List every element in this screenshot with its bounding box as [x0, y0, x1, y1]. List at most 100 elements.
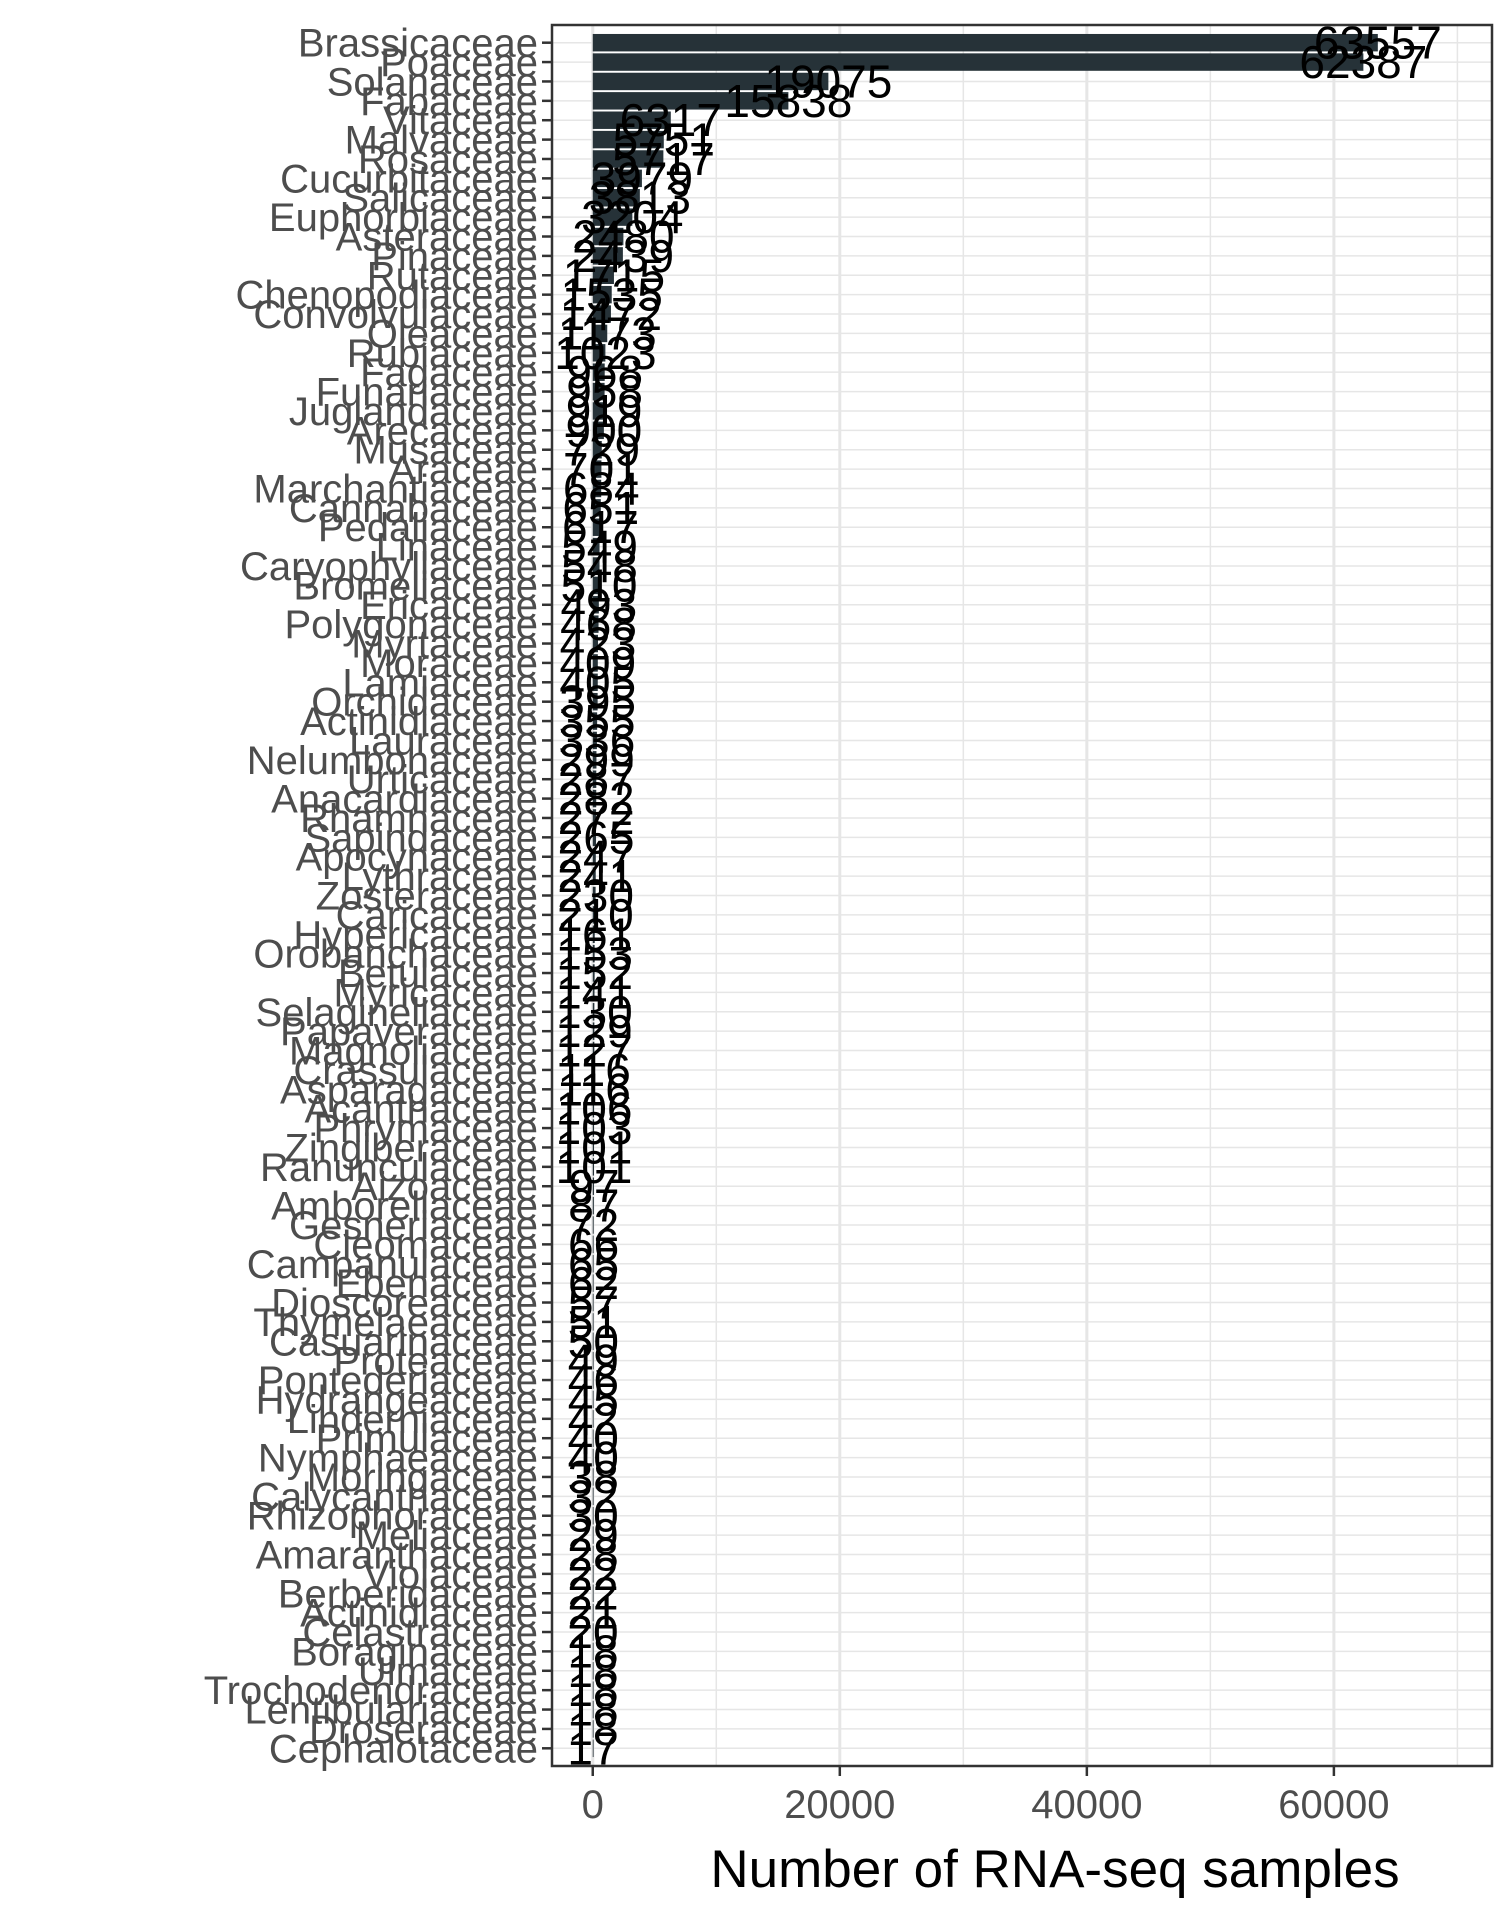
bar [592, 53, 1364, 71]
data-label: 6317 [620, 94, 722, 146]
data-label: 30 [568, 1490, 619, 1542]
y-tick-label: Lythraceae [342, 855, 538, 899]
bar [592, 1061, 595, 1079]
y-tick-label: Poaceae [380, 41, 538, 85]
data-label: 549 [561, 521, 638, 573]
bar [592, 479, 602, 498]
y-tick-label: Solanaceae [327, 60, 538, 104]
data-label: 49 [568, 1335, 619, 1387]
x-tick-label: 0 [582, 1783, 604, 1827]
data-label: 40 [568, 1432, 619, 1484]
bar [592, 964, 595, 982]
bar [592, 1507, 594, 1525]
y-tick-label: Meliaceae [356, 1514, 538, 1558]
bar [592, 324, 608, 343]
bar [592, 1429, 594, 1447]
bar [592, 770, 597, 788]
bar [592, 809, 597, 827]
value-axis: 0 20000 40000 60000 [582, 1766, 1390, 1827]
bar [592, 1041, 595, 1060]
y-tick-label: Campanulaceae [247, 1243, 538, 1287]
bar [592, 189, 640, 207]
bar [592, 576, 600, 595]
bar [592, 1584, 594, 1602]
bar [592, 1642, 594, 1661]
y-tick-label: Moraceae [360, 642, 538, 686]
y-tick-label: Calycanthaceae [251, 1475, 538, 1519]
data-label: 355 [559, 695, 636, 747]
y-tick-label: Zosteraceae [316, 875, 538, 919]
data-label: 548 [561, 540, 638, 592]
bar [592, 1119, 595, 1137]
y-tick-label: Dioscoreaceae [271, 1282, 538, 1326]
y-tick-label: Cleomaceae [313, 1223, 538, 1267]
data-label: 65 [568, 1238, 619, 1290]
data-label: 510 [561, 559, 638, 611]
data-label: 20 [567, 1606, 618, 1658]
bar [592, 344, 606, 362]
y-tick-label: Celastraceae [302, 1611, 538, 1655]
bar [592, 1681, 594, 1699]
y-tick-label: Proteaceae [333, 1340, 538, 1384]
data-label: 1173 [558, 307, 657, 359]
gridlines [552, 25, 1492, 1766]
data-label: 62 [568, 1257, 619, 1309]
bar [592, 615, 599, 633]
data-label: 701 [563, 443, 640, 495]
data-label: 72 [568, 1199, 619, 1251]
bar [592, 363, 605, 381]
bar [592, 867, 596, 885]
data-label: 28 [568, 1528, 619, 1580]
data-label: 684 [563, 462, 640, 514]
y-tick-label: Papaveraceae [280, 1010, 538, 1054]
bar [592, 596, 599, 614]
data-label: 919 [566, 385, 643, 437]
y-tick-label: Crassulaceae [293, 1049, 538, 1093]
data-label: 18 [567, 1684, 618, 1736]
data-label: 241 [557, 850, 634, 902]
data-label: 900 [566, 404, 643, 456]
y-tick-label: Funariaceae [316, 371, 538, 415]
y-tick-label: Lauraceae [349, 719, 538, 763]
data-label: 282 [558, 773, 635, 825]
bar [592, 460, 602, 478]
data-label: 18 [567, 1703, 618, 1755]
bar [592, 1448, 594, 1467]
bars [592, 33, 1378, 1758]
y-tick-label: Myrtaceae [351, 623, 538, 667]
bar [592, 1022, 595, 1040]
bar [592, 266, 614, 284]
data-label: 1023 [554, 327, 656, 379]
data-label: 101 [556, 1121, 633, 1173]
bar [592, 1080, 595, 1099]
y-tick-label: Caryophyllaceae [240, 545, 538, 589]
y-tick-label: Violaceae [363, 1553, 538, 1597]
bar [592, 382, 605, 401]
bar [592, 828, 597, 847]
bar [592, 1371, 594, 1389]
bar [592, 751, 597, 769]
data-label: 116 [558, 1044, 631, 1096]
data-label: 40 [568, 1412, 619, 1464]
data-label: 247 [557, 831, 634, 883]
bar [592, 1293, 594, 1312]
bar [592, 1216, 594, 1234]
data-label: 51 [568, 1296, 619, 1348]
data-label: 272 [558, 792, 635, 844]
bar [592, 305, 611, 323]
y-tick-label: Acanthaceae [304, 1088, 538, 1132]
data-label: 50 [568, 1315, 619, 1367]
data-label: 968 [566, 346, 643, 398]
data-label: 19075 [764, 55, 892, 107]
data-label: 29 [568, 1509, 619, 1561]
y-tick-label: Orobanchaceae [253, 933, 538, 977]
data-label: 729 [563, 424, 640, 476]
bar [592, 1158, 595, 1176]
data-labels: 6355762387190751583863175751571739793813… [554, 17, 1442, 1775]
data-label: 152 [556, 947, 633, 999]
data-label: 5751 [613, 114, 715, 166]
bar [592, 1003, 595, 1021]
bar [592, 1196, 594, 1215]
data-label: 141 [556, 966, 633, 1018]
